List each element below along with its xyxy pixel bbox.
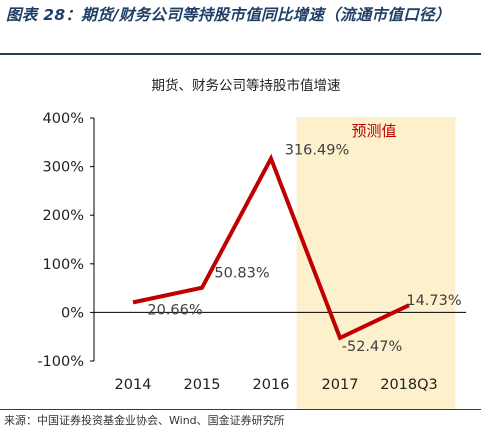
- figure-title: 图表 28：期货/财务公司等持股市值同比增速（流通市值口径）: [6, 6, 451, 24]
- data-label: 50.83%: [214, 266, 269, 282]
- title-divider: [0, 53, 481, 55]
- y-tick-label: 100%: [43, 257, 84, 273]
- x-tick-label: 2015: [184, 377, 221, 393]
- source-note: 来源：中国证券投资基金业协会、Wind、国金证券研究所: [4, 414, 285, 427]
- data-label: 316.49%: [285, 143, 350, 159]
- x-tick-label: 2014: [115, 377, 152, 393]
- chart-title: 期货、财务公司等持股市值增速: [152, 77, 341, 94]
- y-tick-label: -100%: [37, 354, 84, 370]
- forecast-label: 预测值: [351, 122, 396, 140]
- data-label: 14.73%: [406, 293, 461, 309]
- plot-area: 预测值 期货、财务公司等持股市值增速 400% 300% 200% 100% 0% -100%…: [37, 77, 466, 409]
- y-tick-label: 300%: [43, 160, 84, 176]
- x-tick-label: 2017: [322, 377, 359, 393]
- y-tick-label: 400%: [43, 111, 84, 127]
- source-divider: [0, 409, 481, 410]
- data-label: 20.66%: [147, 302, 202, 318]
- data-label: -52.47%: [342, 339, 403, 355]
- series-line: [132, 153, 410, 341]
- x-tick-label: 2018Q3: [380, 377, 438, 393]
- x-tick-label: 2016: [253, 377, 290, 393]
- forecast-region: [296, 117, 456, 409]
- y-tick-label: 200%: [43, 208, 84, 224]
- y-tick-label: 0%: [61, 305, 84, 321]
